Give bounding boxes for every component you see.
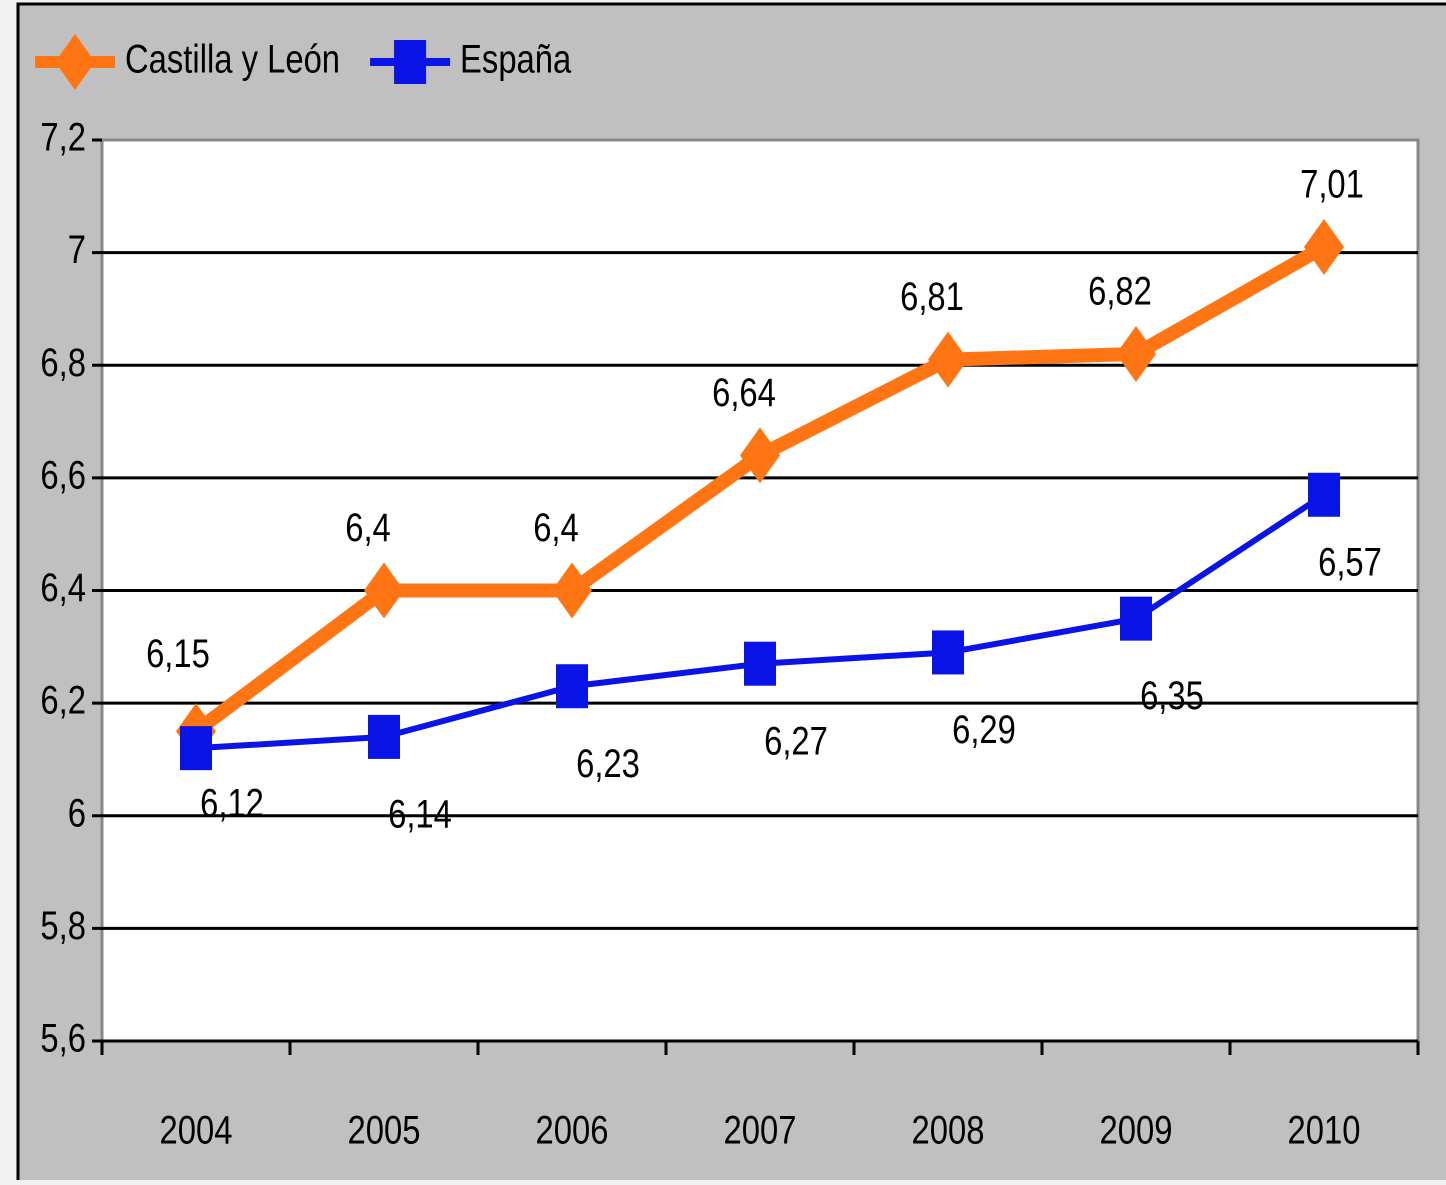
data-label: 6,64 xyxy=(712,370,776,415)
y-tick-label: 6,6 xyxy=(40,452,86,497)
legend-marker xyxy=(394,40,427,84)
legend-label: Castilla y León xyxy=(125,36,340,81)
legend-marker xyxy=(55,34,95,90)
legend-label: España xyxy=(460,36,572,81)
data-point xyxy=(1304,218,1344,275)
data-point xyxy=(364,562,404,619)
data-label: 7,01 xyxy=(1300,161,1364,206)
y-tick-label: 7,2 xyxy=(40,114,86,159)
y-tick-label: 5,8 xyxy=(40,903,86,948)
y-tick-label: 6,4 xyxy=(40,565,86,610)
data-point xyxy=(740,427,780,484)
y-tick-label: 5,6 xyxy=(40,1015,86,1060)
data-label: 6,81 xyxy=(900,274,964,319)
data-label: 6,14 xyxy=(388,791,452,836)
data-label: 6,12 xyxy=(200,781,264,826)
data-point xyxy=(1308,472,1340,517)
x-tick-label: 2005 xyxy=(348,1107,421,1152)
data-point xyxy=(552,562,592,619)
y-tick-label: 6,2 xyxy=(40,678,86,723)
data-label: 6,15 xyxy=(146,631,210,676)
data-point xyxy=(928,331,968,388)
y-tick-label: 7 xyxy=(68,227,86,272)
data-point xyxy=(932,630,964,675)
data-point xyxy=(180,726,212,771)
data-point xyxy=(744,641,776,686)
data-label: 6,4 xyxy=(533,505,579,550)
x-tick-label: 2010 xyxy=(1288,1107,1361,1152)
data-label: 6,29 xyxy=(952,707,1016,752)
data-label: 6,4 xyxy=(345,505,391,550)
x-tick-label: 2004 xyxy=(160,1107,233,1152)
data-point xyxy=(368,714,400,759)
data-label: 6,82 xyxy=(1088,268,1152,313)
data-point xyxy=(1116,325,1156,382)
x-tick-label: 2007 xyxy=(724,1107,797,1152)
x-tick-label: 2008 xyxy=(912,1107,985,1152)
x-tick-label: 2009 xyxy=(1100,1107,1173,1152)
data-label: 6,27 xyxy=(764,718,828,763)
data-label: 6,23 xyxy=(576,741,640,786)
data-point xyxy=(1120,596,1152,641)
y-tick-label: 6,8 xyxy=(40,340,86,385)
data-label: 6,57 xyxy=(1318,539,1382,584)
data-point xyxy=(556,664,588,709)
data-label: 6,35 xyxy=(1140,673,1204,718)
y-tick-label: 6 xyxy=(68,790,86,835)
x-tick-label: 2006 xyxy=(536,1107,609,1152)
